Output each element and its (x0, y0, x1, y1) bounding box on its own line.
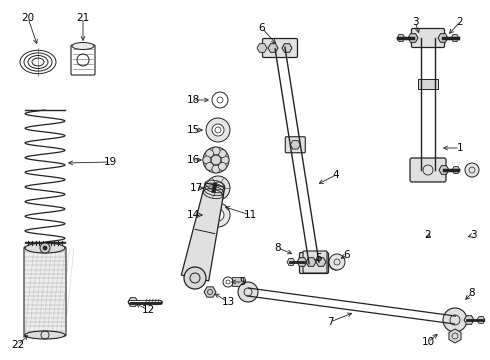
Text: 3: 3 (470, 230, 476, 240)
Polygon shape (181, 183, 225, 281)
Circle shape (465, 163, 479, 177)
Circle shape (212, 124, 224, 136)
Circle shape (206, 162, 214, 170)
Text: 20: 20 (22, 13, 35, 23)
Text: 14: 14 (186, 210, 199, 220)
Circle shape (212, 147, 220, 155)
Text: 6: 6 (259, 23, 265, 33)
Text: 10: 10 (421, 337, 435, 347)
Text: 7: 7 (327, 317, 333, 327)
Circle shape (443, 308, 467, 332)
Circle shape (221, 156, 229, 164)
FancyBboxPatch shape (24, 247, 66, 336)
Circle shape (203, 156, 211, 164)
Circle shape (238, 282, 258, 302)
FancyBboxPatch shape (303, 251, 327, 273)
Circle shape (184, 267, 206, 289)
Ellipse shape (72, 42, 94, 50)
Text: 6: 6 (343, 250, 350, 260)
Circle shape (203, 147, 229, 173)
Circle shape (219, 150, 226, 158)
Text: 17: 17 (189, 183, 203, 193)
Circle shape (206, 118, 230, 142)
Circle shape (212, 209, 224, 221)
Text: 8: 8 (469, 288, 475, 298)
FancyBboxPatch shape (410, 158, 446, 182)
Circle shape (329, 254, 345, 270)
FancyBboxPatch shape (412, 28, 444, 48)
Text: 18: 18 (186, 95, 199, 105)
FancyBboxPatch shape (232, 278, 244, 287)
Text: 5: 5 (315, 253, 321, 263)
Circle shape (206, 203, 230, 227)
Text: 8: 8 (275, 243, 281, 253)
Text: 12: 12 (142, 305, 155, 315)
Bar (418, 79, 438, 89)
Text: 22: 22 (11, 340, 24, 350)
Text: 3: 3 (412, 17, 418, 27)
Circle shape (43, 246, 47, 250)
Ellipse shape (25, 331, 65, 339)
Text: 16: 16 (186, 155, 199, 165)
Text: 2: 2 (425, 230, 431, 240)
Circle shape (212, 182, 224, 194)
FancyBboxPatch shape (263, 39, 297, 58)
Circle shape (206, 176, 230, 200)
FancyBboxPatch shape (299, 252, 328, 274)
Text: 2: 2 (457, 17, 464, 27)
Text: 19: 19 (103, 157, 117, 167)
Text: 15: 15 (186, 125, 199, 135)
Text: 9: 9 (240, 277, 246, 287)
Circle shape (206, 150, 214, 158)
Circle shape (40, 243, 50, 253)
Text: 21: 21 (76, 13, 90, 23)
FancyBboxPatch shape (285, 137, 305, 153)
Text: 4: 4 (333, 170, 339, 180)
Circle shape (212, 165, 220, 173)
Text: 13: 13 (221, 297, 235, 307)
Text: 11: 11 (244, 210, 257, 220)
Ellipse shape (25, 243, 65, 253)
Circle shape (329, 256, 343, 270)
Circle shape (219, 162, 226, 170)
Text: 1: 1 (457, 143, 464, 153)
